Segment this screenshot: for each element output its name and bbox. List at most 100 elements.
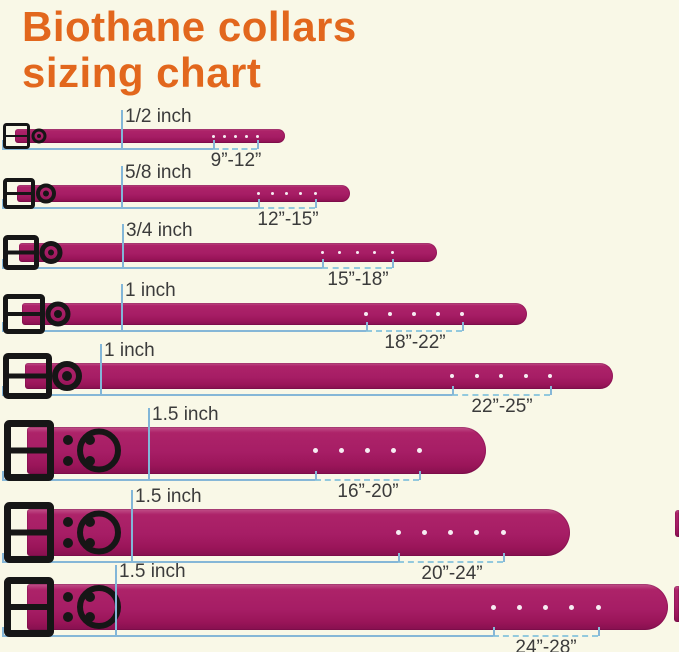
strap-hole — [388, 312, 392, 316]
measure-line-solid — [2, 635, 493, 637]
buckle-and-ring-icon — [3, 123, 47, 149]
measure-end-tick — [257, 140, 259, 149]
o-ring-icon — [31, 128, 47, 144]
strap-hole — [299, 192, 303, 195]
measure-line-solid — [2, 148, 213, 150]
width-pointer-line — [115, 565, 117, 635]
size-range-label: 16”-20” — [337, 481, 399, 502]
measure-end-tick — [419, 471, 421, 480]
size-range-label: 24”-28” — [515, 637, 577, 652]
measure-end-tick — [315, 471, 317, 480]
measure-line-dashed — [258, 207, 315, 209]
measure-line-dashed — [398, 561, 503, 563]
measure-end-tick — [315, 199, 317, 208]
strap-hole — [490, 604, 496, 610]
measure-end-tick — [2, 553, 4, 562]
size-range-label: 15”-18” — [327, 269, 389, 290]
strap-hole — [244, 134, 248, 138]
measure-end-tick — [398, 553, 400, 562]
rivet-icon — [63, 592, 73, 602]
width-label: 1/2 inch — [125, 106, 192, 127]
strap-hole — [548, 374, 552, 378]
width-label: 1 inch — [104, 340, 155, 361]
measure-end-tick — [598, 627, 600, 636]
size-range-label: 20”-24” — [421, 563, 483, 584]
strap-hole — [543, 604, 548, 610]
measure-end-tick — [452, 386, 454, 395]
page-title-line2: sizing chart — [22, 49, 262, 96]
collar-strap — [17, 185, 350, 202]
width-label: 5/8 inch — [125, 162, 192, 183]
strap-hole — [421, 530, 427, 535]
measure-end-tick — [550, 386, 552, 395]
measure-line-dashed — [452, 394, 550, 396]
o-ring-icon — [52, 361, 82, 391]
strap-hole — [516, 604, 522, 610]
buckle-and-ring-icon — [4, 577, 121, 637]
strap-hole — [256, 192, 260, 195]
page-title-line1: Biothane collars — [22, 3, 357, 50]
buckle-pin-icon — [62, 371, 72, 381]
strap-hole — [460, 312, 464, 316]
width-label: 1 inch — [125, 280, 176, 301]
measure-end-tick — [213, 140, 215, 149]
strap-hole — [270, 192, 274, 195]
strap-hole — [312, 448, 318, 453]
strap-hole — [569, 604, 575, 610]
rivet-icon — [63, 612, 73, 622]
strap-hole — [390, 251, 394, 254]
width-label: 1.5 inch — [135, 486, 202, 507]
buckle-pin-icon — [54, 310, 62, 318]
width-pointer-line — [122, 224, 124, 267]
buckle-and-ring-icon — [4, 502, 121, 563]
width-pointer-line — [148, 408, 150, 479]
measure-end-tick — [322, 259, 324, 268]
strap-hole — [412, 312, 416, 316]
strap-hole — [474, 530, 480, 535]
collar-strap-tail — [674, 586, 679, 622]
measure-line-dashed — [213, 148, 257, 150]
measure-line-dashed — [493, 635, 598, 637]
measure-line-dashed — [322, 267, 392, 269]
strap-hole — [364, 448, 370, 453]
measure-end-tick — [2, 627, 4, 636]
d-ring-icon — [77, 510, 121, 555]
strap-hole — [390, 448, 396, 453]
width-pointer-line — [121, 284, 123, 330]
measure-line-solid — [2, 330, 366, 332]
buckle-and-ring-icon — [3, 178, 56, 209]
measure-line-solid — [2, 394, 452, 396]
buckle-and-ring-icon — [4, 420, 121, 481]
buckle-pin-icon — [48, 249, 54, 256]
collar-strap-tail — [675, 510, 679, 537]
size-range-label: 22”-25” — [471, 396, 533, 417]
measure-line-dashed — [315, 479, 419, 481]
width-label: 1.5 inch — [119, 561, 186, 582]
rivet-icon — [63, 538, 73, 548]
d-ring-icon — [77, 428, 121, 473]
measure-end-tick — [2, 471, 4, 480]
strap-hole — [499, 374, 503, 378]
measure-end-tick — [392, 259, 394, 268]
measure-end-tick — [366, 322, 368, 331]
collar-strap — [25, 363, 613, 389]
width-pointer-line — [131, 490, 133, 561]
measure-line-solid — [2, 207, 258, 209]
strap-hole — [595, 604, 601, 610]
measure-line-dashed — [366, 330, 462, 332]
width-label: 3/4 inch — [126, 220, 193, 241]
strap-hole — [436, 312, 440, 316]
o-ring-icon — [39, 241, 63, 264]
strap-hole — [222, 134, 226, 138]
rivet-icon — [63, 517, 73, 527]
d-ring-icon — [77, 585, 121, 629]
o-ring-icon — [36, 183, 56, 204]
strap-hole — [355, 251, 359, 254]
strap-hole — [474, 374, 479, 378]
collar-strap — [22, 303, 527, 325]
collar-strap — [15, 129, 285, 143]
strap-hole — [448, 530, 453, 535]
width-pointer-line — [121, 110, 123, 148]
strap-hole — [338, 448, 344, 453]
